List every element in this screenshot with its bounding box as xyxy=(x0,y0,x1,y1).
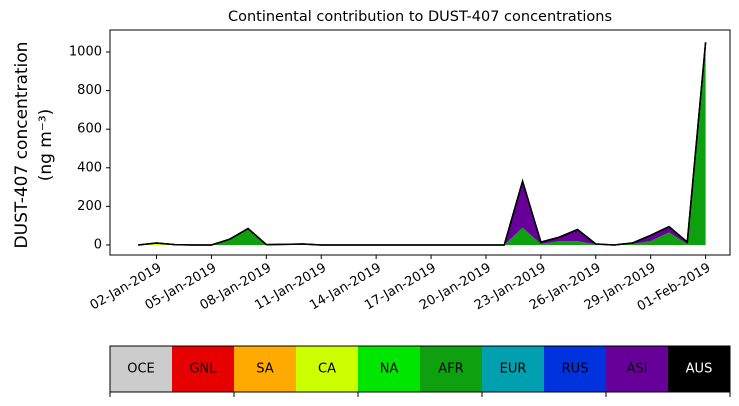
legend-label: AUS xyxy=(686,362,713,377)
y-tick-label: 1000 xyxy=(69,44,102,59)
legend-swatch xyxy=(234,346,296,392)
legend-swatch xyxy=(172,346,234,392)
y-tick-label: 200 xyxy=(77,199,102,214)
legend-label: ASI xyxy=(627,362,648,377)
legend-label: CA xyxy=(318,362,336,377)
legend-label: AFR xyxy=(438,362,463,377)
legend-swatch xyxy=(482,346,544,392)
y-tick-label: 800 xyxy=(77,83,102,98)
y-tick-label: 600 xyxy=(77,122,102,137)
outline xyxy=(138,42,707,246)
legend-swatch xyxy=(110,346,172,392)
legend-label: NA xyxy=(380,362,399,377)
chart-title: Continental contribution to DUST-407 con… xyxy=(228,9,612,25)
area xyxy=(138,42,707,246)
y-axis-label: (ng m⁻³) xyxy=(36,109,56,182)
legend-label: EUR xyxy=(500,362,527,377)
legend-label: OCE xyxy=(127,362,155,377)
legend-label: RUS xyxy=(562,362,589,377)
plot-frame xyxy=(109,29,731,256)
legend-label: GNL xyxy=(189,362,217,377)
y-tick-label: 0 xyxy=(94,237,102,252)
legend-swatch xyxy=(544,346,606,392)
area xyxy=(138,42,706,245)
legend-swatch xyxy=(296,346,358,392)
y-tick-label: 400 xyxy=(77,160,102,175)
legend-swatch xyxy=(358,346,420,392)
y-axis-label: DUST-407 concentration xyxy=(12,42,32,249)
area xyxy=(138,44,706,245)
legend-swatch xyxy=(606,346,668,392)
legend-swatch xyxy=(420,346,482,392)
area xyxy=(138,44,706,245)
legend-frame xyxy=(109,345,731,393)
area xyxy=(138,44,706,245)
legend-swatch xyxy=(668,346,730,392)
legend-label: SA xyxy=(256,362,273,377)
